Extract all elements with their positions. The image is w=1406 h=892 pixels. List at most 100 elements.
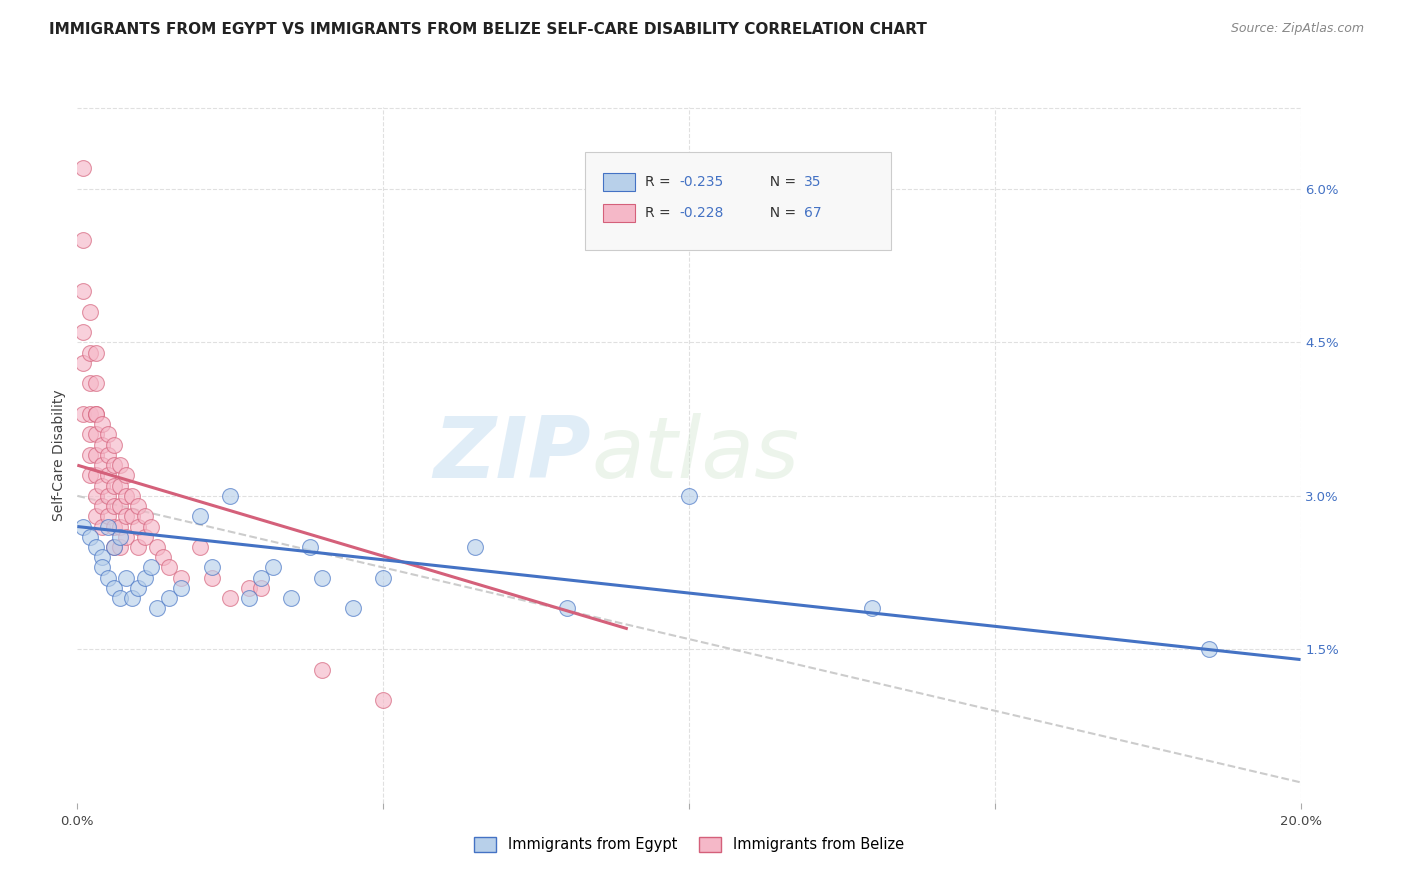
Text: Source: ZipAtlas.com: Source: ZipAtlas.com (1230, 22, 1364, 36)
Point (127, 581, 149, 595)
Point (134, 571, 156, 585)
Point (90, 519, 112, 533)
Point (103, 478, 125, 492)
Point (84, 345, 107, 359)
Point (84, 448, 107, 462)
Point (280, 591, 302, 606)
Point (103, 438, 125, 452)
Point (84, 468, 107, 483)
Point (127, 499, 149, 513)
Point (115, 571, 138, 585)
Point (72, 407, 94, 421)
Point (108, 499, 131, 513)
Y-axis label: Self-Care Disability: Self-Care Disability (52, 389, 66, 521)
Text: -0.228: -0.228 (679, 206, 724, 219)
Point (97, 509, 120, 524)
Point (97, 448, 120, 462)
Point (90, 417, 112, 432)
Point (84, 540, 107, 554)
Point (250, 571, 273, 585)
Text: N =: N = (761, 175, 800, 189)
Legend: Immigrants from Egypt, Immigrants from Belize: Immigrants from Egypt, Immigrants from B… (468, 831, 910, 858)
Point (72, 325, 94, 339)
Point (79, 427, 101, 442)
Point (862, 601, 884, 615)
Point (72, 161, 94, 176)
Point (201, 560, 224, 574)
Point (90, 478, 112, 492)
Point (555, 601, 578, 615)
Point (84, 407, 107, 421)
Point (170, 581, 193, 595)
Point (678, 489, 700, 503)
Point (115, 530, 138, 544)
Point (464, 540, 486, 554)
Point (311, 663, 333, 677)
Point (72, 233, 94, 247)
Point (108, 478, 131, 492)
Point (72, 356, 94, 370)
Point (298, 540, 321, 554)
Point (103, 540, 125, 554)
Point (139, 519, 162, 533)
Point (97, 571, 120, 585)
Text: R =: R = (645, 206, 675, 219)
Point (115, 468, 138, 483)
Point (103, 540, 125, 554)
Point (90, 499, 112, 513)
Point (84, 427, 107, 442)
Point (152, 550, 174, 565)
Point (108, 591, 131, 606)
Point (84, 489, 107, 503)
Point (134, 509, 156, 524)
Point (121, 489, 143, 503)
Point (170, 571, 193, 585)
Text: atlas: atlas (591, 413, 799, 497)
Point (79, 448, 101, 462)
Point (97, 468, 120, 483)
Point (79, 304, 101, 318)
Point (139, 560, 162, 574)
Point (72, 519, 94, 533)
Point (108, 458, 131, 472)
Point (79, 376, 101, 391)
Point (103, 499, 125, 513)
Point (97, 489, 120, 503)
Point (90, 438, 112, 452)
Point (201, 571, 224, 585)
Point (108, 540, 131, 554)
Point (79, 407, 101, 421)
Point (219, 591, 242, 606)
Point (84, 509, 107, 524)
Point (90, 458, 112, 472)
Point (188, 540, 211, 554)
Point (127, 540, 149, 554)
FancyBboxPatch shape (603, 203, 636, 222)
Point (219, 489, 242, 503)
Point (146, 540, 169, 554)
Point (157, 560, 180, 574)
Point (127, 519, 149, 533)
Point (371, 693, 394, 707)
Text: N =: N = (761, 206, 800, 219)
Point (121, 509, 143, 524)
Point (262, 560, 284, 574)
Point (90, 560, 112, 574)
FancyBboxPatch shape (603, 173, 636, 191)
Text: 35: 35 (804, 175, 821, 189)
Point (90, 550, 112, 565)
Point (108, 530, 131, 544)
Point (121, 591, 143, 606)
Point (79, 530, 101, 544)
Text: -0.235: -0.235 (679, 175, 724, 189)
Point (103, 581, 125, 595)
Point (115, 509, 138, 524)
Point (134, 530, 156, 544)
Point (371, 571, 394, 585)
Point (311, 571, 333, 585)
Text: IMMIGRANTS FROM EGYPT VS IMMIGRANTS FROM BELIZE SELF-CARE DISABILITY CORRELATION: IMMIGRANTS FROM EGYPT VS IMMIGRANTS FROM… (49, 22, 927, 37)
Point (188, 509, 211, 524)
Point (79, 345, 101, 359)
Point (84, 376, 107, 391)
Point (84, 407, 107, 421)
